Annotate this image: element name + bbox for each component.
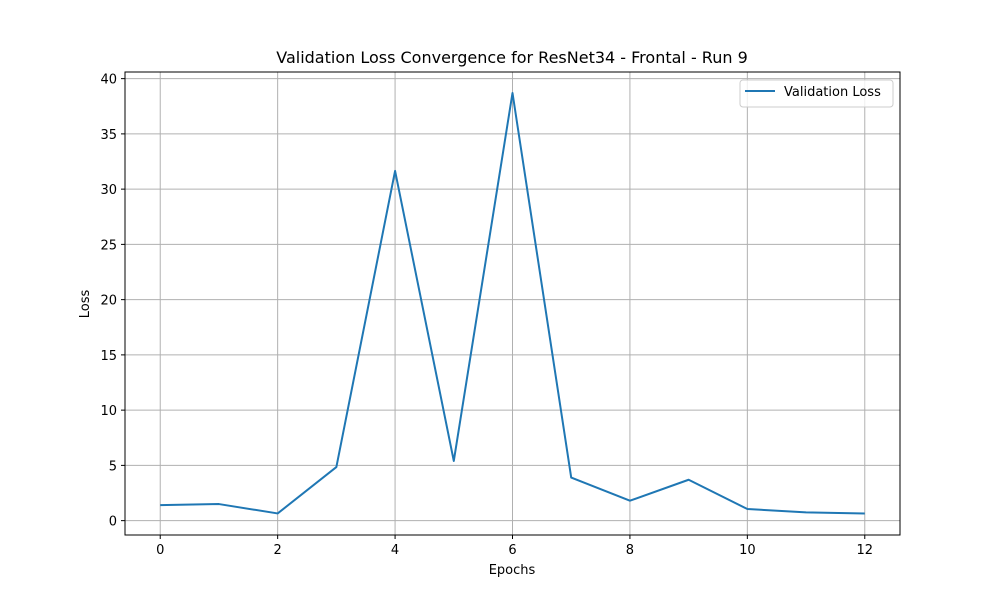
x-tick-label: 10	[739, 543, 756, 558]
y-tick-label: 15	[100, 349, 117, 364]
x-tick-label: 12	[856, 543, 873, 558]
y-tick-label: 0	[109, 515, 117, 530]
y-tick-label: 10	[100, 404, 117, 419]
axis-ticks: 0 2 4 6 8 10 12 0 5 10 15 20 25 30 35 40	[100, 73, 873, 558]
legend-label: Validation Loss	[784, 85, 881, 100]
legend: Validation Loss	[739, 79, 894, 108]
grid	[125, 72, 900, 535]
y-tick-label: 30	[100, 183, 117, 198]
y-tick-label: 20	[100, 294, 117, 309]
chart-title: Validation Loss Convergence for ResNet34…	[276, 48, 748, 67]
x-tick-label: 6	[508, 543, 516, 558]
legend-box	[739, 79, 894, 108]
validation-loss-line	[160, 92, 865, 515]
x-tick-label: 8	[626, 543, 634, 558]
y-axis-label: Loss	[78, 290, 93, 319]
x-tick-label: 4	[391, 543, 399, 558]
y-tick-label: 5	[109, 459, 117, 474]
y-tick-label: 25	[100, 238, 117, 253]
y-tick-label: 40	[100, 73, 117, 88]
y-tick-label: 35	[100, 128, 117, 143]
x-axis-label: Epochs	[489, 563, 536, 578]
series-layer	[160, 92, 865, 515]
x-tick-label: 0	[156, 543, 164, 558]
x-tick-label: 2	[274, 543, 282, 558]
